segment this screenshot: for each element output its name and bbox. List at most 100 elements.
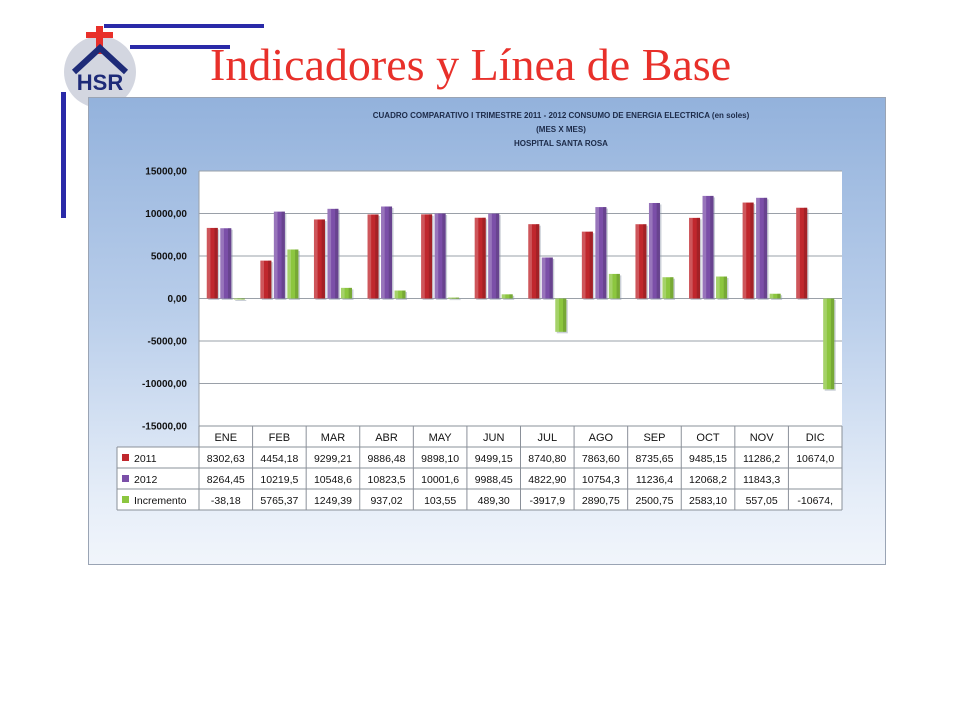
table-cell: 10548,6	[314, 474, 352, 486]
bar-2011-ene	[206, 227, 218, 299]
table-cell: 11286,2	[743, 453, 780, 465]
y-axis-ticks: 15000,00 10000,00 5000,00 0,00 -5000,00 -1000…	[142, 167, 187, 433]
table-cell: 10219,5	[260, 474, 298, 486]
y-tick-label: 5000,00	[151, 252, 188, 263]
bar-highlight	[635, 224, 640, 299]
bar-2011-nov	[742, 202, 754, 299]
bar-shade	[670, 277, 674, 299]
bar-incremento-jun	[501, 294, 513, 299]
bar-2012-sep	[648, 202, 660, 299]
bar-2011-jul	[528, 224, 540, 299]
table-cell: 7863,60	[582, 453, 620, 465]
legend-label-incremento: Incremento	[134, 495, 187, 507]
bar-2012-may	[434, 213, 446, 299]
bar-highlight	[595, 207, 600, 299]
bar-shade	[830, 298, 835, 390]
bar-highlight	[287, 249, 292, 299]
bar-shade	[482, 217, 486, 299]
chart-title-line-2: (MES X MES)	[536, 125, 586, 134]
table-cell: 10754,3	[582, 474, 620, 486]
bar-shadow	[449, 299, 461, 301]
bar-2011-feb	[260, 260, 272, 299]
bar-highlight	[327, 208, 332, 299]
legend-swatch-2011	[122, 454, 129, 461]
y-tick-label: 10000,00	[145, 209, 187, 220]
chart-panel: 15000,00 10000,00 5000,00 0,00 -5000,00 -1000…	[88, 97, 886, 565]
table-cell: 8264,45	[207, 474, 245, 486]
table-cell: 9988,45	[475, 474, 513, 486]
bar-highlight	[434, 213, 439, 299]
bar-shade	[241, 298, 245, 300]
table-header-oct: OCT	[696, 432, 720, 444]
bar-highlight	[756, 197, 760, 299]
table-cell: 11843,3	[743, 474, 780, 486]
bar-highlight	[823, 298, 827, 390]
bar-highlight	[273, 211, 278, 299]
bar-incremento-ago	[608, 273, 620, 299]
decor-line-top	[104, 24, 264, 28]
bar-shade	[428, 214, 433, 299]
bar-highlight	[662, 277, 667, 299]
bar-highlight	[555, 298, 559, 332]
hospital-logo: HSR	[64, 26, 136, 108]
bar-shade	[723, 276, 728, 299]
table-cell: 1249,39	[314, 495, 352, 507]
chart-title-line-1: CUADRO COMPARATIVO I TRIMESTRE 2011 - 20…	[373, 111, 750, 120]
table-cell: 557,05	[746, 495, 778, 507]
table-cell: 2500,75	[635, 495, 673, 507]
bar-shade	[750, 202, 754, 299]
bar-incremento-nov	[769, 293, 781, 299]
bar-highlight	[488, 213, 492, 299]
bar-2012-oct	[702, 195, 714, 299]
bar-incremento-may	[448, 297, 460, 299]
bar-highlight	[716, 276, 720, 299]
bar-incremento-mar	[340, 287, 352, 299]
table-cell: 2583,10	[689, 495, 727, 507]
bar-highlight	[742, 202, 747, 299]
bar-shade	[509, 294, 513, 299]
bar-2011-jun	[474, 217, 486, 299]
bar-2011-oct	[689, 217, 701, 299]
bar-highlight	[340, 287, 345, 299]
bar-shade	[656, 202, 660, 299]
bar-2012-ago	[595, 207, 607, 299]
chart-svg: 15000,00 10000,00 5000,00 0,00 -5000,00 -1000…	[116, 111, 843, 511]
logo-text: HSR	[77, 70, 124, 95]
table-cell: 937,02	[370, 495, 402, 507]
table-cell: 9898,10	[421, 453, 459, 465]
bar-shade	[495, 213, 500, 299]
decor-line-middle	[130, 45, 230, 49]
bar-shade	[710, 195, 714, 299]
bar-highlight	[206, 227, 211, 299]
bar-highlight	[689, 217, 693, 299]
bar-2012-mar	[327, 208, 339, 299]
bar-2012-jul	[541, 257, 553, 299]
table-cell: 10001,6	[421, 474, 459, 486]
bar-highlight	[394, 290, 399, 299]
bar-shade	[455, 297, 460, 299]
bar-highlight	[381, 206, 385, 299]
table-cell: 8735,65	[635, 453, 673, 465]
y-tick-label: -15000,00	[142, 422, 187, 433]
table-cell: 8740,80	[528, 453, 566, 465]
table-cell: -10674,	[797, 495, 833, 507]
table-cell: 5765,37	[260, 495, 298, 507]
table-body-bg	[117, 447, 842, 510]
bar-2011-abr	[367, 214, 379, 299]
bar-shadow	[235, 300, 247, 301]
bar-2012-ene	[220, 228, 232, 299]
bar-highlight	[541, 257, 546, 299]
bar-incremento-ene	[233, 298, 245, 300]
y-tick-label: 15000,00	[145, 167, 187, 178]
bar-shade	[321, 219, 325, 299]
bar-2012-abr	[381, 206, 393, 299]
bar-highlight	[448, 297, 452, 299]
bar-2011-ago	[581, 231, 593, 299]
bar-highlight	[233, 298, 238, 300]
table-header-ago: AGO	[589, 432, 614, 444]
bar-shade	[375, 214, 379, 299]
bar-2012-feb	[273, 211, 285, 299]
bar-shade	[214, 227, 218, 299]
table-cell: 10823,5	[368, 474, 406, 486]
bar-shade	[227, 228, 232, 299]
